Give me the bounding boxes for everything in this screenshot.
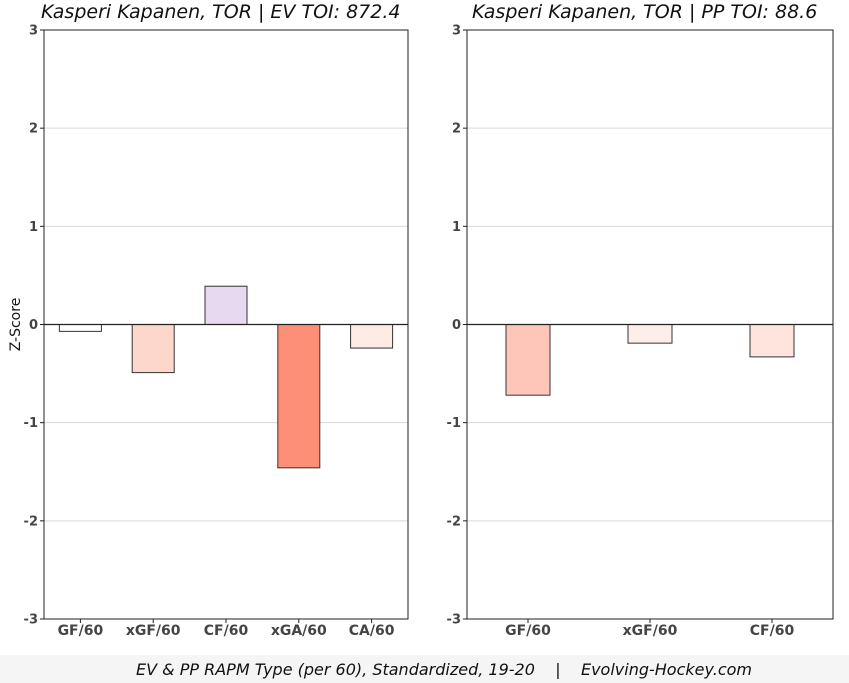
footer-text: EV & PP RAPM Type (per 60), Standardized… xyxy=(136,660,752,679)
ytick-label-0-3: 0 xyxy=(29,318,38,333)
bar-1-2 xyxy=(749,324,795,358)
y-axis-label-0: Z-Score xyxy=(8,298,24,352)
xtick-label-1-1: xGF/60 xyxy=(623,623,678,639)
bar-0-1 xyxy=(131,324,175,374)
chart-title-0: Kasperi Kapanen, TOR | EV TOI: 872.4 xyxy=(41,1,400,23)
ytick-label-1-4: 1 xyxy=(452,220,461,235)
xtick-label-1-2: CF/60 xyxy=(750,623,795,639)
bar-0-0 xyxy=(58,324,102,332)
xtick-label-0-3: xGA/60 xyxy=(271,623,327,639)
xtick-label-1-0: GF/60 xyxy=(505,623,551,639)
footer-band xyxy=(0,655,849,683)
ytick-label-0-2: -1 xyxy=(24,416,38,431)
ytick-label-0-0: -3 xyxy=(24,613,38,628)
chart-title-1: Kasperi Kapanen, TOR | PP TOI: 88.6 xyxy=(472,1,817,23)
ytick-label-1-1: -2 xyxy=(447,514,461,529)
ytick-label-0-6: 3 xyxy=(29,24,38,39)
ytick-label-1-0: -3 xyxy=(447,613,461,628)
ytick-label-1-5: 2 xyxy=(452,122,461,137)
bar-0-4 xyxy=(350,324,394,349)
ytick-label-1-3: 0 xyxy=(452,318,461,333)
xtick-label-0-4: CA/60 xyxy=(349,623,395,639)
xtick-label-0-1: xGF/60 xyxy=(126,623,181,639)
ytick-label-1-6: 3 xyxy=(452,24,461,39)
bar-1-1 xyxy=(627,324,673,344)
ytick-label-0-5: 2 xyxy=(29,122,38,137)
ytick-label-1-2: -1 xyxy=(447,416,461,431)
bar-0-3 xyxy=(277,324,321,469)
ytick-label-0-1: -2 xyxy=(24,514,38,529)
bar-1-0 xyxy=(505,324,551,396)
xtick-label-0-0: GF/60 xyxy=(58,623,104,639)
xtick-label-0-2: CF/60 xyxy=(204,623,249,639)
ytick-label-0-4: 1 xyxy=(29,220,38,235)
bar-0-2 xyxy=(204,285,248,325)
